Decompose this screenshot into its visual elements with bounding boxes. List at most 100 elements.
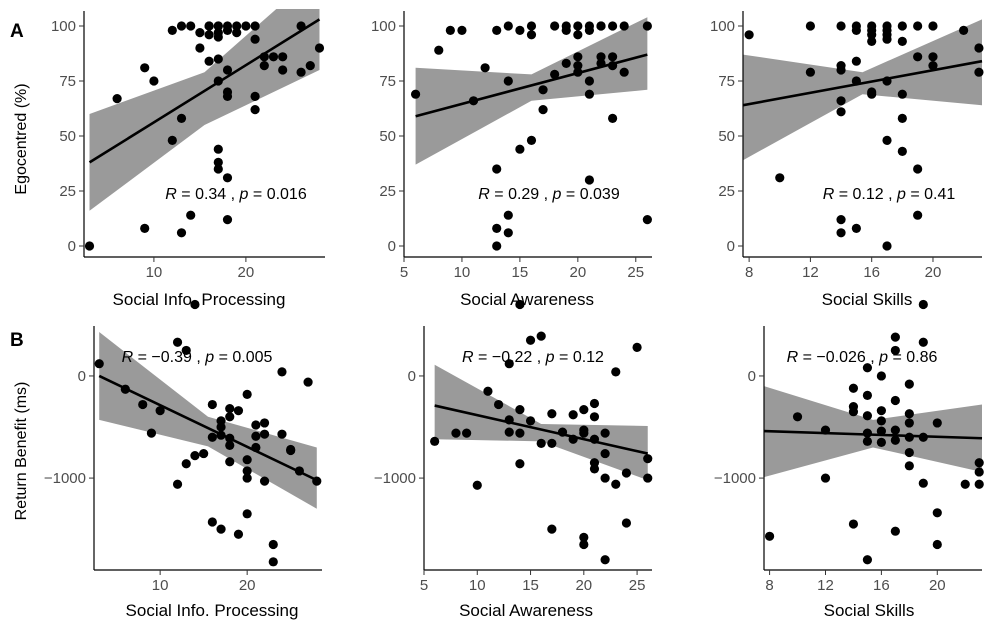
data-point [186, 210, 196, 220]
data-point [882, 135, 892, 145]
data-point [876, 406, 886, 416]
data-point [573, 61, 583, 71]
data-point [515, 405, 525, 415]
data-point [493, 399, 504, 410]
data-point [600, 473, 610, 483]
scatter-panel-a1: 0 25 50 75 100 10 20 R = 0.34 , p = 0.016 [51, 9, 325, 281]
data-point [176, 113, 187, 123]
data-point [536, 331, 546, 341]
data-point [167, 25, 177, 35]
data-point [504, 359, 514, 369]
data-point [445, 25, 455, 35]
data-point [851, 56, 861, 66]
data-point [836, 107, 846, 117]
data-point [167, 135, 177, 145]
data-point [492, 223, 502, 233]
data-point [204, 21, 214, 31]
data-point [904, 461, 914, 471]
data-point [259, 52, 269, 62]
y-tick-label: −1000 [44, 470, 86, 487]
data-point [890, 435, 900, 445]
data-point [536, 438, 546, 448]
data-point [932, 418, 942, 428]
data-point [890, 526, 900, 536]
data-point [904, 447, 914, 458]
x-tick-label: 8 [745, 264, 753, 281]
data-point [259, 476, 270, 486]
data-point [434, 45, 444, 55]
data-point [457, 25, 467, 35]
data-point [251, 442, 261, 453]
data-point [242, 466, 252, 476]
data-point [195, 43, 205, 53]
data-point [190, 451, 200, 461]
data-point [138, 399, 148, 410]
confidence-band [415, 17, 648, 165]
data-point [232, 27, 242, 38]
data-point [172, 479, 183, 489]
data-point [904, 379, 914, 389]
data-point [882, 76, 892, 86]
data-point [867, 36, 877, 47]
data-point [430, 436, 440, 446]
data-point [596, 21, 606, 31]
data-point [242, 473, 252, 483]
data-point [584, 175, 595, 185]
data-point [579, 532, 589, 542]
y-tick-label: 75 [379, 73, 396, 90]
y-tick-label: 0 [748, 368, 756, 385]
x-tick-label: 25 [627, 264, 644, 281]
data-point [928, 21, 938, 31]
data-point [913, 52, 923, 62]
data-point [503, 76, 513, 86]
data-point [904, 432, 914, 442]
data-point [259, 61, 269, 71]
data-point [278, 65, 288, 75]
data-point [775, 173, 785, 183]
x-tick-label: 16 [863, 264, 880, 281]
data-point [277, 429, 287, 439]
correlation-annotation: R = 0.29 , p = 0.039 [478, 186, 620, 203]
scatter-panel-b1: −1000 0 10 20 R = −0.39 , p = 0.005 [44, 299, 322, 594]
data-point [186, 21, 196, 31]
data-point [538, 85, 548, 95]
y-tick-label: 0 [388, 238, 396, 255]
data-point [600, 555, 610, 565]
data-point [607, 21, 618, 31]
data-point [642, 21, 652, 31]
correlation-annotation: R = −0.39 , p = 0.005 [122, 349, 273, 366]
data-point [851, 223, 861, 233]
data-point [611, 367, 621, 377]
data-point [589, 464, 600, 474]
data-point [890, 395, 900, 406]
data-point [897, 89, 907, 99]
data-point [451, 428, 461, 438]
data-point [643, 473, 653, 483]
data-point [974, 67, 984, 77]
data-point [259, 429, 270, 439]
data-point [928, 61, 938, 71]
data-point [573, 21, 583, 31]
data-point [904, 418, 914, 428]
data-point [250, 34, 260, 44]
data-point [84, 241, 95, 251]
data-point [600, 428, 610, 438]
data-point [172, 337, 183, 347]
x-axis-label-b2: Social Awareness [459, 601, 593, 620]
data-point [890, 332, 900, 342]
y-tick-label: 100 [371, 18, 396, 35]
x-tick-label: 16 [873, 577, 890, 594]
x-tick-label: 20 [925, 264, 942, 281]
data-point [913, 210, 923, 220]
data-point [242, 389, 252, 399]
data-point [897, 113, 907, 123]
data-point [140, 63, 150, 73]
data-point [876, 437, 886, 447]
data-point [296, 67, 306, 77]
x-tick-label: 5 [400, 264, 408, 281]
data-point [579, 539, 589, 550]
data-point [278, 52, 288, 62]
data-point [504, 427, 514, 437]
data-point [268, 52, 279, 62]
